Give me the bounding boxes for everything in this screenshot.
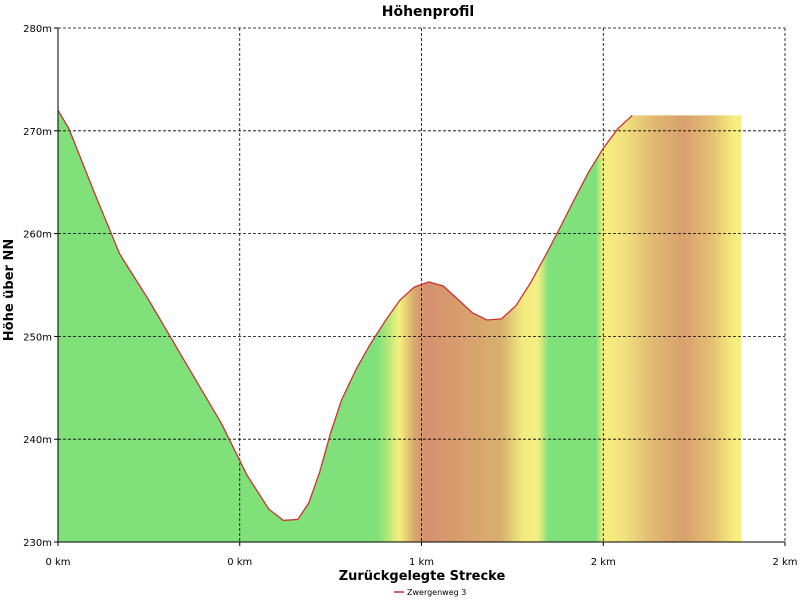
x-axis-title: Zurückgelegte Strecke: [339, 569, 506, 584]
elevation-line-path: [57, 109, 633, 522]
y-tick-label: 260m: [23, 230, 52, 241]
y-tick-label: 270m: [23, 127, 52, 138]
x-tick-label: 0 km: [227, 557, 252, 568]
legend: Zwergenweg 3: [394, 588, 466, 597]
chart-title: Höhenprofil: [382, 4, 474, 20]
elevation-line: [57, 109, 633, 522]
y-tick-label: 250m: [23, 332, 52, 343]
elevation-fill: [58, 110, 742, 542]
legend-label: Zwergenweg 3: [407, 588, 466, 597]
x-tick-label: 1 km: [409, 557, 434, 568]
x-tick-label: 2 km: [591, 557, 616, 568]
elevation-area: [58, 110, 742, 542]
y-axis-title: Höhe über NN: [2, 239, 17, 341]
y-axis-ticks: 230m 240m 250m 260m 270m 280m: [23, 24, 58, 549]
y-tick-label: 280m: [23, 24, 52, 35]
x-tick-label: 2 km: [772, 557, 797, 568]
x-axis-ticks: 0 km 0 km 1 km 2 km 2 km: [45, 542, 798, 568]
y-tick-label: 230m: [23, 538, 52, 549]
x-tick-label: 0 km: [45, 557, 70, 568]
y-tick-label: 240m: [23, 435, 52, 446]
